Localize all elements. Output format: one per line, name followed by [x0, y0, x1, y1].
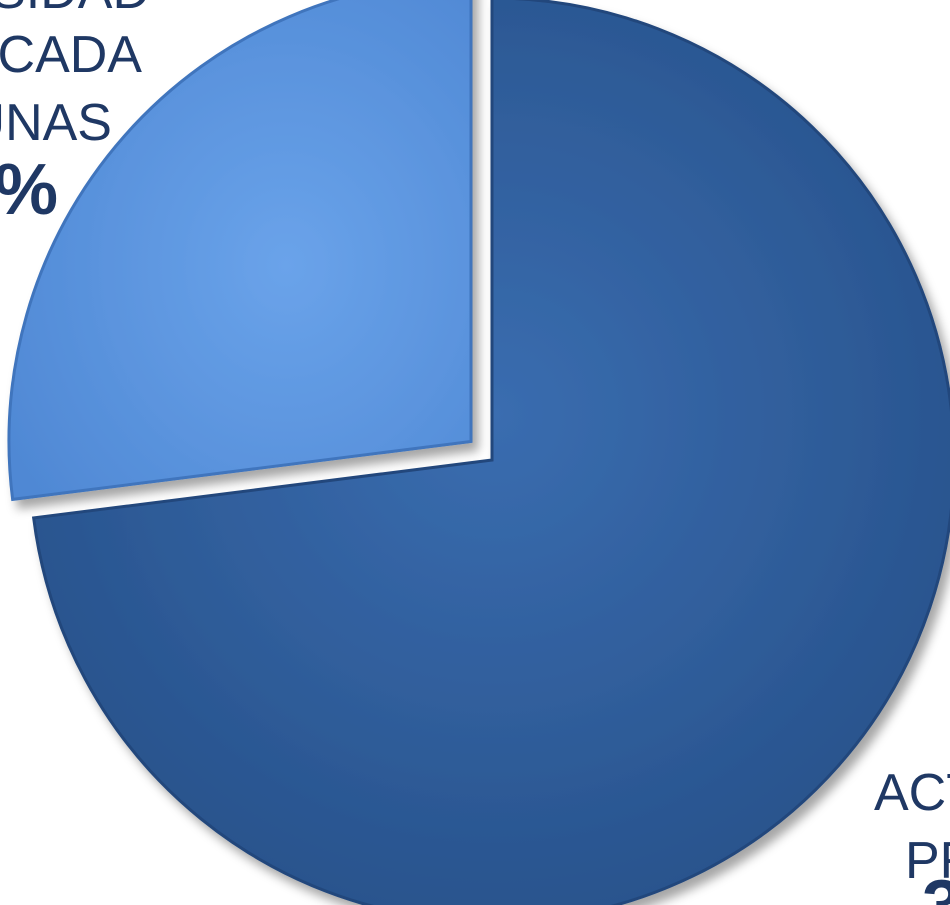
slice-label-small-line-1: ERSIDAD — [0, 0, 150, 20]
slice-label-large: ACT PR 3 — [874, 764, 950, 905]
slice-value-small: 3% — [0, 150, 58, 230]
pie-slice-large — [31, 0, 950, 905]
pie-slice-small — [7, 0, 473, 502]
slice-label-small-line-3: UNAS — [0, 94, 112, 152]
slice-label-large-line-1: ACT — [874, 764, 950, 822]
slice-label-small-line-2: STICADA — [0, 26, 142, 84]
slice-label-large-line-2: PR — [905, 832, 950, 890]
slice-label-small: ERSIDAD STICADA UNAS 3% — [0, 0, 150, 230]
slice-value-large: 3 — [922, 866, 950, 905]
